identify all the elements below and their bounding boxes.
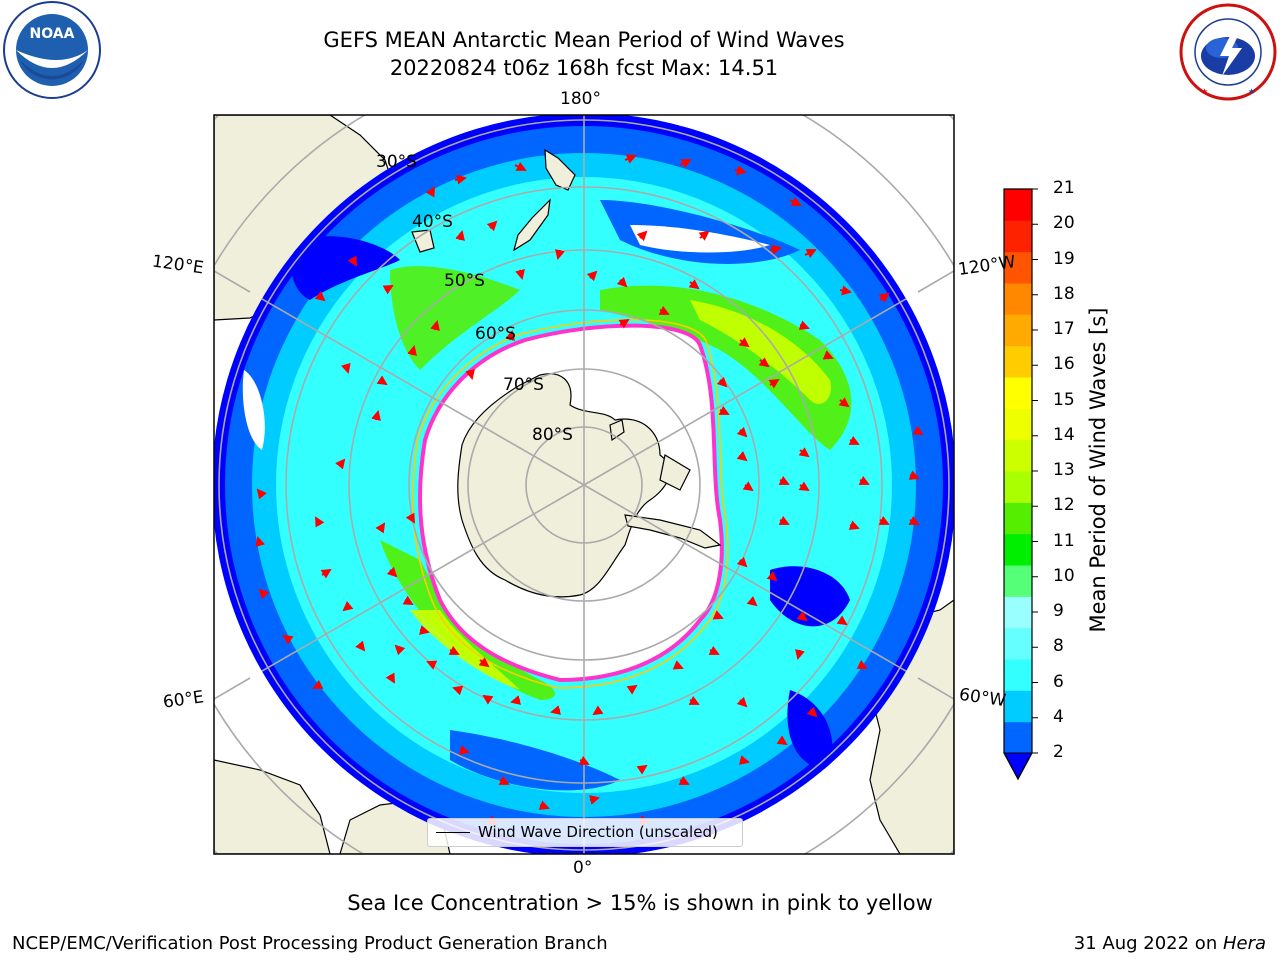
colorbar-segment [1004,314,1032,347]
colorbar-segment [1004,189,1032,221]
map-subtitle-forecast: 20220824 t06z 168h fcst Max: 14.51 [389,56,779,80]
run-date: 31 Aug 2022 on Hera [1074,933,1266,954]
lon-label-0: 0° [573,858,593,878]
colorbar-tick-label: 2 [1053,742,1064,762]
colorbar-segment [1004,220,1032,253]
lat-label-80s: 80°S [532,425,573,445]
colorbar-segment [1004,408,1032,441]
svg-text:NOAA: NOAA [30,26,75,42]
wind-wave-arrows [255,154,924,826]
legend-label: Wind Wave Direction (unscaled) [478,823,718,841]
colorbar-segment [1004,721,1032,754]
sea-ice-note: Sea Ice Concentration > 15% is shown in … [347,891,933,915]
colorbar-tick-label: 15 [1053,389,1075,410]
colorbar-segment [1004,471,1032,503]
producer-credit: NCEP/EMC/Verification Post Processing Pr… [12,933,608,954]
colorbar-tick-label: 16 [1053,354,1075,375]
colorbar-tick-label: 12 [1053,495,1075,516]
colorbar-segment [1004,502,1032,535]
lon-label-180: 180° [560,89,601,109]
colorbar-segment [1004,565,1032,597]
colorbar-tick-label: 10 [1053,565,1075,586]
lat-label-50s: 50°S [444,271,485,291]
graticule [218,115,950,854]
noaa-logo: NOAA [3,1,101,99]
colorbar-tick-label: 4 [1053,706,1064,727]
legend-line-swatch [436,832,470,833]
map-legend: Wind Wave Direction (unscaled) [427,818,743,847]
colorbar-segment [1004,439,1032,472]
colorbar-tick-label: 21 [1053,178,1075,198]
colorbar [1003,188,1038,781]
lat-label-60s: 60°S [475,324,516,344]
map-frame-content [214,115,954,854]
colorbar-tick-label: 19 [1053,248,1075,269]
lat-label-40s: 40°S [412,212,453,232]
svg-text:★: ★ [1201,87,1208,96]
colorbar-tick-label: 13 [1053,460,1075,480]
colorbar-tick-label: 18 [1053,283,1075,304]
colorbar-tick-label: 20 [1053,213,1075,234]
svg-text:★: ★ [1248,87,1255,96]
map-title: GEFS MEAN Antarctic Mean Period of Wind … [323,28,845,52]
colorbar-under-extension [1003,752,1033,781]
colorbar-segment [1004,627,1032,660]
colorbar-segment [1004,533,1032,566]
colorbar-title: Mean Period of Wind Waves [s] [1086,307,1110,633]
colorbar-tick-label: 9 [1053,601,1064,621]
colorbar-segment [1004,251,1032,284]
colorbar-segment [1004,377,1032,409]
colorbar-segment [1004,659,1032,691]
colorbar-tick-label: 6 [1053,671,1064,692]
colorbar-segment [1004,283,1032,315]
lat-label-30s: 30°S [376,152,417,172]
new-zealand-landmass [513,148,576,252]
colorbar-segment [1004,345,1032,378]
colorbar-tick-label: 17 [1053,319,1075,339]
nws-logo: ★ ★ [1179,3,1277,101]
lat-label-70s: 70°S [503,375,544,395]
run-date-text: 31 Aug 2022 on [1073,933,1223,954]
colorbar-segment [1004,596,1032,629]
colorbar-tick-label: 8 [1053,636,1064,657]
colorbar-segment [1004,690,1032,723]
colorbar-tick-label: 11 [1053,530,1075,551]
run-machine: Hera [1222,933,1266,954]
colorbar-tick-label: 14 [1053,424,1075,445]
